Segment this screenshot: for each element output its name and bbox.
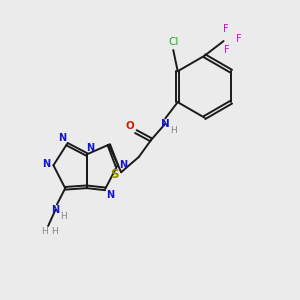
Text: N: N — [86, 143, 94, 153]
Text: N: N — [42, 159, 50, 169]
Text: N: N — [161, 118, 170, 129]
Text: H: H — [60, 212, 67, 221]
Text: Cl: Cl — [168, 37, 178, 47]
Text: N: N — [58, 133, 67, 143]
Text: N: N — [51, 205, 59, 215]
Text: H: H — [170, 126, 177, 135]
Text: H: H — [41, 227, 48, 236]
Text: N: N — [106, 190, 115, 200]
Text: S: S — [110, 168, 119, 181]
Text: H: H — [51, 227, 58, 236]
Text: F: F — [236, 34, 242, 44]
Text: O: O — [125, 121, 134, 131]
Text: F: F — [223, 24, 229, 34]
Text: F: F — [224, 46, 230, 56]
Text: N: N — [119, 160, 128, 170]
